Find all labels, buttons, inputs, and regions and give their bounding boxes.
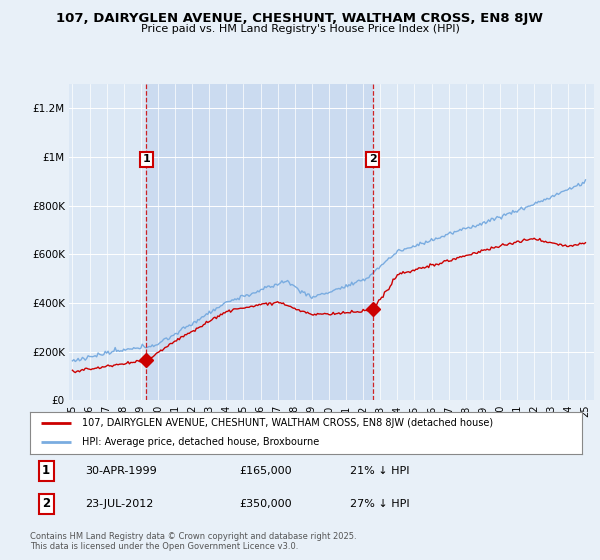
Text: 21% ↓ HPI: 21% ↓ HPI: [350, 466, 410, 476]
Text: Price paid vs. HM Land Registry's House Price Index (HPI): Price paid vs. HM Land Registry's House …: [140, 24, 460, 34]
Text: 107, DAIRYGLEN AVENUE, CHESHUNT, WALTHAM CROSS, EN8 8JW: 107, DAIRYGLEN AVENUE, CHESHUNT, WALTHAM…: [56, 12, 544, 25]
Text: £350,000: £350,000: [240, 499, 292, 509]
Text: HPI: Average price, detached house, Broxbourne: HPI: Average price, detached house, Brox…: [82, 437, 320, 447]
Text: 107, DAIRYGLEN AVENUE, CHESHUNT, WALTHAM CROSS, EN8 8JW (detached house): 107, DAIRYGLEN AVENUE, CHESHUNT, WALTHAM…: [82, 418, 494, 428]
Text: 1: 1: [143, 155, 151, 165]
Text: Contains HM Land Registry data © Crown copyright and database right 2025.
This d: Contains HM Land Registry data © Crown c…: [30, 532, 356, 552]
Text: 2: 2: [42, 497, 50, 510]
Text: 30-APR-1999: 30-APR-1999: [85, 466, 157, 476]
Text: £165,000: £165,000: [240, 466, 292, 476]
Text: 2: 2: [369, 155, 377, 165]
Text: 27% ↓ HPI: 27% ↓ HPI: [350, 499, 410, 509]
Text: 1: 1: [42, 464, 50, 477]
Bar: [146, 84, 373, 400]
Text: 23-JUL-2012: 23-JUL-2012: [85, 499, 154, 509]
